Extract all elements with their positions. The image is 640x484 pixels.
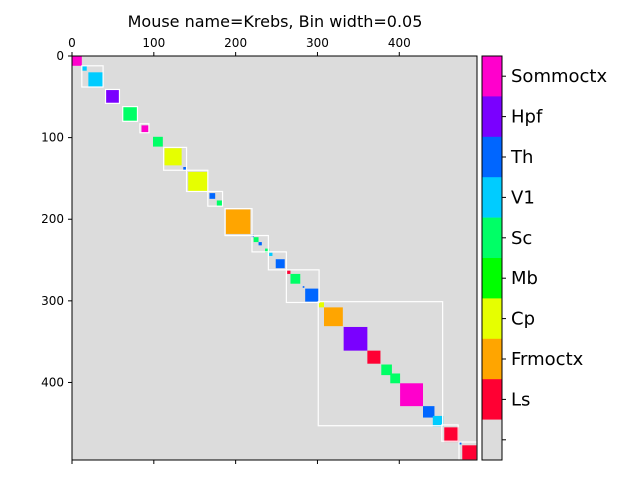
- cluster-outlines: [81, 65, 478, 461]
- colorbar: Sommoctx Hpf Th V1 Sc Mb Cp Frmoctx Ls: [481, 55, 607, 461]
- colorbar-segment-6: [482, 298, 502, 340]
- colorbar-segment-1: [482, 96, 502, 138]
- block-34-ls: [462, 445, 477, 460]
- colorbar-label-4: Sc: [511, 228, 532, 249]
- block-28-sc: [390, 373, 401, 384]
- cluster-outline-4: [163, 146, 188, 171]
- colorbar-label-3: V1: [511, 187, 535, 208]
- colorbar-label-6: Cp: [511, 309, 535, 330]
- cluster-outline-3: [139, 123, 150, 134]
- colorbar-label-7: Frmoctx: [511, 349, 584, 370]
- colorbar-frame: [481, 55, 503, 461]
- block-25-hpf: [343, 326, 368, 351]
- block-6-sc: [153, 136, 163, 147]
- block-11-sc: [216, 200, 223, 207]
- cluster-outline-5: [185, 169, 209, 193]
- block-8-th: [183, 166, 187, 171]
- block-0-sommoctx: [72, 56, 82, 66]
- block-9-cp: [188, 171, 208, 192]
- block-30-th: [423, 406, 435, 418]
- block-12-frmoctx: [225, 209, 251, 234]
- y-tick-label-3: 300: [41, 294, 64, 308]
- block-4-sc: [122, 106, 138, 122]
- block-27-sc: [381, 364, 392, 376]
- cluster-outline-0: [81, 65, 104, 88]
- cluster-outline-2: [122, 106, 139, 122]
- x-tick-label-0: 0: [68, 36, 76, 50]
- colorbar-label-2: Th: [510, 147, 533, 168]
- block-17-v1: [269, 252, 273, 256]
- colorbar-segment-5: [482, 258, 502, 299]
- correlation-blocks: [72, 56, 477, 460]
- y-axis: 0 100 200 300 400: [41, 49, 72, 389]
- x-axis: 0 100 200 300 400: [68, 36, 411, 464]
- cluster-outline-11: [317, 301, 444, 427]
- y-tick-label-0: 0: [56, 49, 64, 63]
- cluster-outline-7: [224, 208, 253, 237]
- block-33-th: [459, 442, 462, 445]
- cluster-outline-10: [285, 269, 320, 304]
- colorbar-segment-0: [482, 56, 502, 97]
- plot-frame: [71, 55, 478, 461]
- colorbar-segment-7: [482, 338, 502, 380]
- colorbar-label-8: Ls: [511, 389, 530, 410]
- cluster-outline-1: [104, 88, 121, 104]
- cluster-outline-8: [251, 234, 269, 253]
- block-16-sc: [265, 248, 270, 253]
- x-tick-label-3: 300: [306, 36, 329, 50]
- block-2-v1: [88, 72, 104, 88]
- cluster-outline-6: [207, 190, 224, 207]
- block-5-sommoctx: [141, 125, 149, 133]
- block-29-sommoctx: [400, 383, 423, 407]
- block-19-ls: [287, 270, 291, 274]
- block-7-cp: [164, 148, 182, 166]
- colorbar-label-1: Hpf: [511, 107, 543, 128]
- colorbar-segment-3: [482, 177, 502, 218]
- chart-title: Mouse name=Krebs, Bin width=0.05: [128, 12, 423, 31]
- block-32-ls: [444, 427, 459, 443]
- colorbar-segment-8: [482, 379, 502, 420]
- block-31-v1: [432, 415, 444, 427]
- colorbar-segment-4: [482, 217, 502, 259]
- block-20-sc: [290, 273, 301, 284]
- block-10-th: [209, 193, 216, 199]
- x-tick-label-4: 400: [388, 36, 411, 50]
- block-14-sc: [253, 237, 259, 243]
- y-tick-label-2: 200: [41, 212, 64, 226]
- block-1-v1: [81, 65, 87, 71]
- block-22-th: [305, 288, 319, 302]
- block-26-ls: [367, 350, 381, 364]
- block-18-th: [275, 259, 285, 269]
- colorbar-label-0: Sommoctx: [511, 66, 607, 87]
- block-23-cp: [318, 301, 324, 308]
- x-tick-label-2: 200: [224, 36, 247, 50]
- y-tick-label-4: 400: [41, 375, 64, 389]
- colorbar-segment-2: [482, 136, 502, 178]
- cluster-outline-12: [441, 424, 459, 442]
- block-21-th: [302, 286, 305, 288]
- block-24-frmoctx: [324, 307, 343, 327]
- y-tick-label-1: 100: [41, 131, 64, 145]
- colorbar-segment-9: [482, 419, 502, 461]
- cluster-outline-9: [267, 251, 287, 271]
- block-3-hpf: [105, 89, 120, 104]
- x-tick-label-1: 100: [142, 36, 165, 50]
- block-15-th: [258, 242, 262, 246]
- colorbar-label-5: Mb: [511, 268, 538, 289]
